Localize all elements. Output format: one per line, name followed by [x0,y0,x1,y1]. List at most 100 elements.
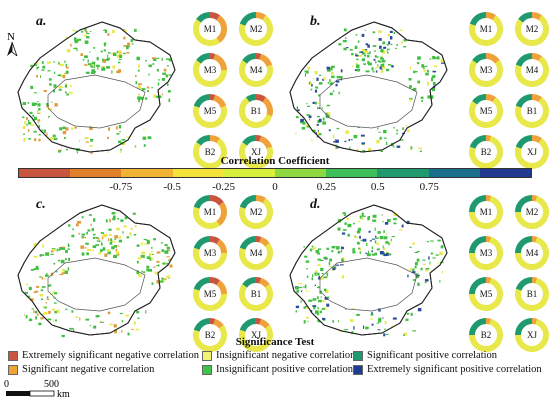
vegetation-pixel [310,82,312,85]
vegetation-pixel [135,75,137,78]
vegetation-pixel [323,256,328,259]
vegetation-pixel [119,130,121,133]
vegetation-pixel [62,126,66,130]
vegetation-pixel [374,227,376,231]
vegetation-pixel [323,77,326,80]
vegetation-pixel [328,265,333,267]
donut-slice [193,105,227,128]
vegetation-pixel [377,127,379,130]
vegetation-pixel [143,239,147,241]
vegetation-pixel [65,127,69,131]
vegetation-pixel [317,264,321,266]
vegetation-pixel [45,302,48,304]
vegetation-pixel [336,246,340,250]
vegetation-pixel [335,147,340,149]
vegetation-pixel [306,125,310,128]
vegetation-pixel [160,96,162,98]
vegetation-pixel [91,69,95,73]
vegetation-pixel [91,228,94,232]
donut-chart-m4: M4 [236,51,276,89]
vegetation-pixel [412,268,415,272]
vegetation-pixel [97,66,99,70]
legend-item: Significant negative correlation [8,364,154,375]
vegetation-pixel [167,250,171,252]
vegetation-pixel [410,148,412,151]
vegetation-pixel [59,127,63,131]
vegetation-pixel [379,66,383,70]
donut-label: M2 [525,24,539,34]
vegetation-pixel [49,79,52,81]
vegetation-pixel [26,117,28,121]
donut-slice [193,324,227,352]
vegetation-pixel [27,129,30,132]
vegetation-pixel [84,29,86,32]
donut-slice [213,94,227,108]
vegetation-pixel [339,76,343,79]
vegetation-pixel [127,42,131,46]
vegetation-pixel [95,315,100,318]
vegetation-pixel [65,249,68,254]
vegetation-pixel [362,49,365,52]
colorbar [18,168,532,178]
vegetation-pixel [118,61,121,64]
vegetation-pixel [66,93,69,96]
donut-slice [242,277,257,288]
vegetation-pixel [31,102,36,106]
vegetation-pixel [390,43,393,45]
vegetation-pixel [153,58,157,61]
vegetation-pixel [118,125,122,129]
vegetation-pixel [37,122,39,124]
vegetation-pixel [383,129,387,134]
vegetation-pixel [102,59,106,63]
vegetation-pixel [35,310,38,314]
vegetation-pixel [89,126,93,130]
vegetation-pixel [116,133,120,135]
vegetation-pixel [318,133,322,136]
vegetation-pixel [409,66,411,70]
vegetation-pixel [26,295,31,298]
donut-chart-m2: M2 [236,10,276,48]
vegetation-pixel [87,59,89,63]
vegetation-pixel [354,236,358,238]
donut-label: B2 [204,330,216,340]
vegetation-pixel [166,58,170,60]
vegetation-pixel [23,138,26,142]
vegetation-pixel [38,66,40,68]
vegetation-pixel [371,312,373,315]
vegetation-pixel [420,96,424,99]
vegetation-pixel [308,115,312,118]
scale-bar: 0 500 km [2,378,112,405]
vegetation-pixel [317,258,321,261]
donut-slice [468,318,487,336]
donut-slice [193,236,211,250]
vegetation-pixel [65,66,69,69]
vegetation-pixel [396,129,398,132]
vegetation-pixel [437,262,440,264]
vegetation-pixel [364,54,367,57]
vegetation-pixel [137,317,140,320]
vegetation-pixel [297,109,300,112]
vegetation-pixel [336,75,340,79]
vegetation-pixel [134,225,137,228]
vegetation-pixel [403,39,407,42]
vegetation-pixel [58,88,62,91]
vegetation-pixel [65,308,68,311]
vegetation-pixel [318,118,322,123]
vegetation-pixel [298,283,302,285]
vegetation-pixel [166,246,170,250]
vegetation-pixel [53,61,56,63]
vegetation-pixel [380,150,383,152]
vegetation-pixel [40,75,41,78]
panel-letter-c: c. [36,197,46,212]
vegetation-pixel [33,256,38,258]
donut-label: XJ [526,330,537,340]
vegetation-pixel [136,273,139,275]
vegetation-pixel [405,318,409,321]
vegetation-pixel [405,125,408,127]
colorbar-bin [275,169,327,177]
vegetation-pixel [121,320,124,323]
vegetation-pixel [331,250,334,253]
vegetation-pixel [118,53,122,56]
vegetation-pixel [354,69,357,71]
vegetation-pixel [296,106,299,109]
